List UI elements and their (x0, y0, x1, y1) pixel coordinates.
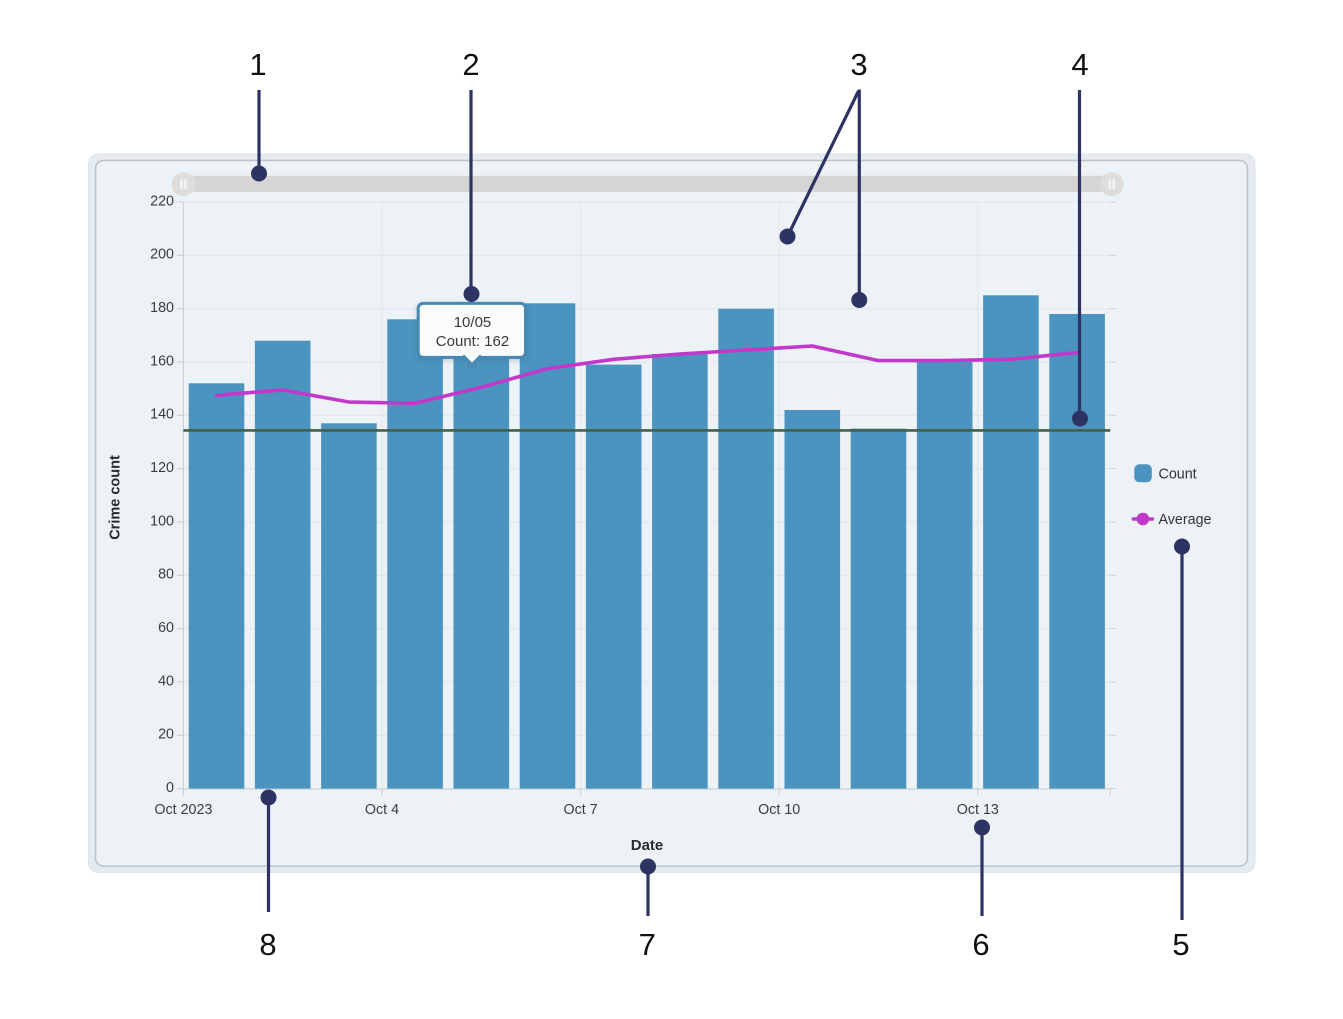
svg-text:2: 2 (462, 47, 479, 82)
svg-text:Oct 7: Oct 7 (564, 802, 598, 818)
svg-text:Average: Average (1159, 512, 1212, 528)
svg-text:20: 20 (158, 727, 174, 743)
svg-text:Oct 13: Oct 13 (957, 802, 999, 818)
svg-text:3: 3 (850, 47, 867, 82)
svg-text:1: 1 (249, 47, 266, 82)
svg-text:10/05: 10/05 (454, 314, 492, 331)
svg-text:100: 100 (150, 513, 174, 529)
svg-text:Oct 4: Oct 4 (365, 802, 399, 818)
svg-text:220: 220 (150, 193, 174, 209)
svg-text:80: 80 (158, 567, 174, 583)
svg-text:5: 5 (1172, 927, 1189, 962)
svg-text:6: 6 (972, 927, 989, 962)
svg-text:180: 180 (150, 300, 174, 316)
svg-text:0: 0 (166, 780, 174, 796)
svg-text:140: 140 (150, 407, 174, 423)
svg-text:Oct 10: Oct 10 (758, 802, 800, 818)
svg-text:8: 8 (259, 927, 276, 962)
svg-text:Crime count: Crime count (108, 455, 124, 540)
svg-text:60: 60 (158, 620, 174, 636)
svg-text:Count: 162: Count: 162 (436, 333, 509, 350)
svg-text:200: 200 (150, 247, 174, 263)
svg-text:Oct 2023: Oct 2023 (154, 802, 212, 818)
svg-text:7: 7 (639, 927, 656, 962)
svg-text:Date: Date (631, 837, 664, 854)
svg-text:40: 40 (158, 673, 174, 689)
svg-text:120: 120 (150, 460, 174, 476)
svg-text:160: 160 (150, 353, 174, 369)
svg-text:Count: Count (1159, 466, 1197, 482)
svg-text:4: 4 (1071, 47, 1088, 82)
